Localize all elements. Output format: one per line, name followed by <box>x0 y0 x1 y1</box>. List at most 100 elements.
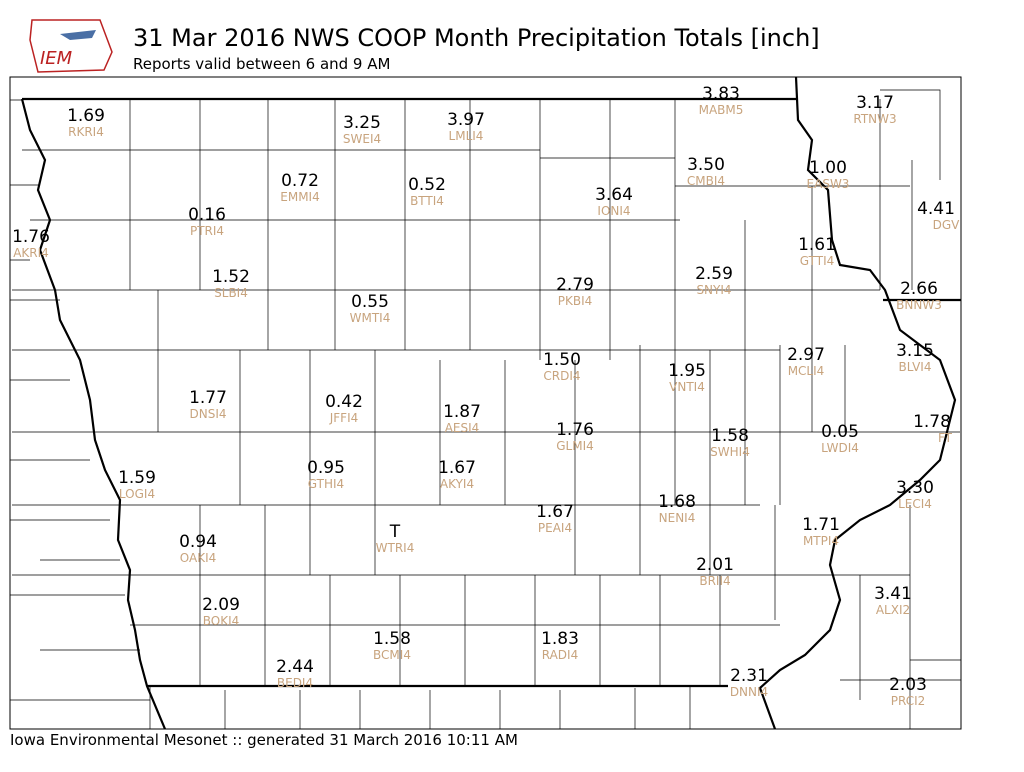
station-id: SLBI4 <box>214 286 248 300</box>
station-value: 1.76 <box>556 420 594 440</box>
station-id: GTTI4 <box>800 254 835 268</box>
station-value: 1.71 <box>802 515 840 535</box>
station-value: 1.83 <box>541 629 579 649</box>
station-id: LMLI4 <box>449 129 484 143</box>
station-value: T <box>389 522 401 542</box>
station-value: 1.69 <box>67 106 105 126</box>
station-value: 4.41 <box>917 199 955 219</box>
station-value: 2.66 <box>900 279 938 299</box>
station-id: IONI4 <box>597 204 630 218</box>
station-value: 3.15 <box>896 341 934 361</box>
station-value: 1.58 <box>373 629 411 649</box>
station-id: EMMI4 <box>280 190 319 204</box>
station-id: SNYI4 <box>696 283 731 297</box>
station-value: 2.01 <box>696 555 734 575</box>
station-id: MTPI4 <box>803 534 839 548</box>
station-id: BCMI4 <box>373 648 411 662</box>
station-value: 1.78 <box>913 412 951 432</box>
logo-text: IEM <box>40 48 73 69</box>
station-id: CRDI4 <box>543 369 580 383</box>
station-id: RTNW3 <box>853 112 896 126</box>
station-id: AESI4 <box>445 421 480 435</box>
station-id: ALXI2 <box>876 603 910 617</box>
station-value: 1.67 <box>438 458 476 478</box>
station-value: 0.42 <box>325 392 363 412</box>
map-frame <box>9 76 962 730</box>
station-value: 0.16 <box>188 205 226 225</box>
station-value: 1.95 <box>668 361 706 381</box>
station-value: 1.52 <box>212 267 250 287</box>
logo: IEM <box>29 19 113 73</box>
station-id: DNSI4 <box>189 407 226 421</box>
station-id: NENI4 <box>659 511 696 525</box>
station-value: 1.76 <box>12 227 50 247</box>
station-id: BTTI4 <box>410 194 444 208</box>
station-value: 0.95 <box>307 458 345 478</box>
station-value: 1.58 <box>711 426 749 446</box>
station-value: 1.50 <box>543 350 581 370</box>
station-id: LWDI4 <box>821 441 859 455</box>
station-id: AKYI4 <box>440 477 474 491</box>
station-value: 1.59 <box>118 468 156 488</box>
station-value: 0.94 <box>179 532 217 552</box>
station-value: 2.09 <box>202 595 240 615</box>
station-value: 3.30 <box>896 478 934 498</box>
station-id: EASW3 <box>807 177 850 191</box>
station-id: PTRI4 <box>190 224 224 238</box>
station-id: MCLI4 <box>788 364 825 378</box>
station-value: 0.72 <box>281 171 319 191</box>
station-value: 2.03 <box>889 675 927 695</box>
station-id: GTHI4 <box>308 477 344 491</box>
station-id: WTRI4 <box>376 541 415 555</box>
station-id: FT <box>938 431 953 445</box>
station-value: 3.97 <box>447 110 485 130</box>
station-value: 3.25 <box>343 113 381 133</box>
station-id: BRII4 <box>699 574 730 588</box>
station-value: 1.77 <box>189 388 227 408</box>
station-id: RADI4 <box>542 648 578 662</box>
station-value: 2.59 <box>695 264 733 284</box>
station-value: 3.50 <box>687 155 725 175</box>
station-value: 3.17 <box>856 93 894 113</box>
station-id: RKRI4 <box>68 125 104 139</box>
station-id: GLMI4 <box>556 439 594 453</box>
station-value: 1.87 <box>443 402 481 422</box>
station-id: AKRI4 <box>13 246 49 260</box>
station-id: LECI4 <box>898 497 932 511</box>
station-id: JFFI4 <box>329 411 359 425</box>
station-id: OAKI4 <box>180 551 217 565</box>
station-value: 0.55 <box>351 292 389 312</box>
station-id: LOGI4 <box>119 487 155 501</box>
title: 31 Mar 2016 NWS COOP Month Precipitation… <box>133 24 820 52</box>
station-id: BOKI4 <box>203 614 240 628</box>
station-value: 0.52 <box>408 175 446 195</box>
station-id: SWHI4 <box>710 445 750 459</box>
station-value: 1.68 <box>658 492 696 512</box>
station-value: 1.67 <box>536 502 574 522</box>
station-id: CMBI4 <box>687 174 725 188</box>
station-value: 2.79 <box>556 275 594 295</box>
station-id: MABM5 <box>699 103 744 117</box>
footer: Iowa Environmental Mesonet :: generated … <box>10 731 518 749</box>
station-id: DNNI4 <box>730 685 768 699</box>
station-id: PEAI4 <box>538 521 572 535</box>
station-id: WMTI4 <box>350 311 391 325</box>
station-value: 2.44 <box>276 657 314 677</box>
station-value: 1.61 <box>798 235 836 255</box>
station-id: DGV <box>933 218 961 232</box>
state-borders <box>20 77 961 729</box>
station-value: 0.05 <box>821 422 859 442</box>
station-value: 2.97 <box>787 345 825 365</box>
county-lines <box>10 89 961 729</box>
station-value: 2.31 <box>730 666 768 686</box>
station-id: BEDI4 <box>277 676 313 690</box>
station-value: 3.64 <box>595 185 633 205</box>
station-value: 3.41 <box>874 584 912 604</box>
station-id: PKBI4 <box>558 294 593 308</box>
station-id: BLVI4 <box>899 360 932 374</box>
station-id: PRCI2 <box>891 694 926 708</box>
station-id: BNNW3 <box>896 298 942 312</box>
